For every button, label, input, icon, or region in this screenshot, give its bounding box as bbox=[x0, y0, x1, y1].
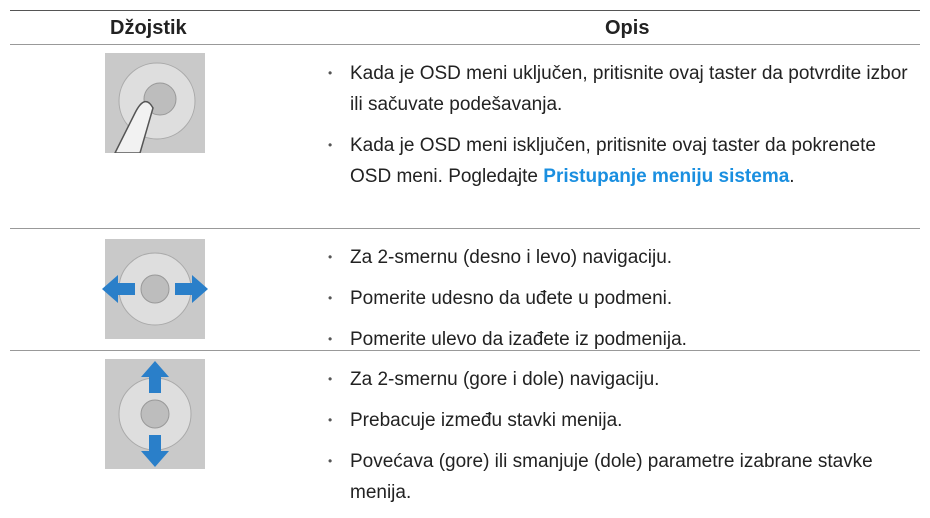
bullet-item: Za 2-smernu (gore i dole) navigaciju. bbox=[328, 364, 913, 395]
header-cell: Džojstik bbox=[110, 17, 187, 39]
bullet-item: Kada je OSD meni isključen, pritisnite o… bbox=[328, 130, 913, 192]
bullet-item: Pomerite udesno da uđete u podmeni. bbox=[328, 283, 913, 314]
bullet-item: Povećava (gore) ili smanjuje (dole) para… bbox=[328, 446, 913, 508]
item-text: . bbox=[789, 166, 795, 187]
header-cell: Opis bbox=[605, 17, 650, 39]
item-text: Prebacuje između stavki menija. bbox=[350, 410, 623, 431]
table-row: Za 2-smernu (gore i dole) navigaciju. Pre… bbox=[10, 350, 920, 506]
bullet-item: Kada je OSD meni uključen, pritisnite ov… bbox=[328, 58, 913, 120]
bullet-list: Za 2-smernu (gore i dole) navigaciju. Pre… bbox=[328, 364, 913, 518]
item-text: Za 2-smernu (gore i dole) navigaciju. bbox=[350, 369, 660, 390]
joystick-press-icon bbox=[105, 53, 205, 153]
bullet-item: Pomerite ulevo da izađete iz podmenija. bbox=[328, 324, 913, 355]
page: Džojstik Opis Kada je OSD meni uključen,… bbox=[0, 0, 930, 506]
item-text: Kada je OSD meni isključen, pritisnite o… bbox=[350, 135, 876, 187]
header-row: Džojstik Opis bbox=[10, 10, 920, 45]
bullet-list: Kada je OSD meni uključen, pritisnite ov… bbox=[328, 58, 913, 202]
item-text: Kada je OSD meni uključen, pritisnite ov… bbox=[350, 63, 908, 115]
bullet-item: Prebacuje između stavki menija. bbox=[328, 405, 913, 436]
item-text: Za 2-smernu (desno i levo) navigaciju. bbox=[350, 247, 673, 268]
item-text: Povećava (gore) ili smanjuje (dole) para… bbox=[350, 451, 873, 503]
table-row: Kada je OSD meni uključen, pritisnite ov… bbox=[10, 45, 920, 228]
bullet-item: Za 2-smernu (desno i levo) navigaciju. bbox=[328, 242, 913, 273]
link[interactable]: Pristupanje meniju sistema bbox=[543, 166, 790, 187]
item-text: Pomerite udesno da uđete u podmeni. bbox=[350, 288, 673, 309]
bullet-list: Za 2-smernu (desno i levo) navigaciju. Po… bbox=[328, 242, 913, 365]
joystick-vertical-icon bbox=[105, 359, 205, 469]
item-text: Pomerite ulevo da izađete iz podmenija. bbox=[350, 329, 687, 350]
joystick-horizontal-icon bbox=[102, 239, 208, 339]
table-row: Za 2-smernu (desno i levo) navigaciju. Po… bbox=[10, 228, 920, 355]
